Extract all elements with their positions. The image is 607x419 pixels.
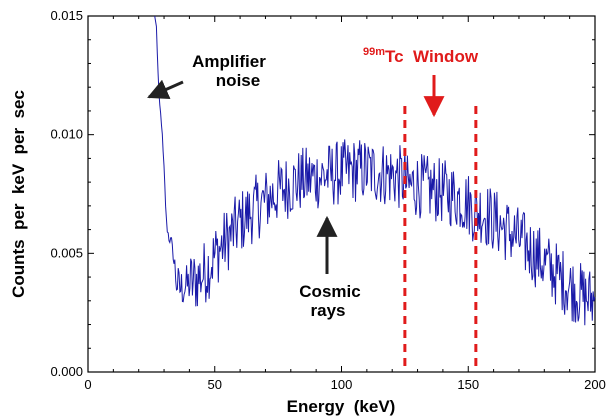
x-axis-title: Energy (keV) — [287, 397, 396, 416]
tc-window-lines — [403, 106, 478, 372]
amplifier-noise-label-line2: noise — [216, 71, 260, 90]
y-axis-ticks: 0.000 0.005 0.010 0.015 — [50, 8, 595, 379]
y-axis-title: Counts per keV per sec — [9, 90, 28, 298]
tc-window-label: 99mTc Window — [363, 46, 479, 66]
cosmic-rays-label-line2: rays — [311, 301, 346, 320]
tc-window-label-superscript: 99m — [363, 46, 385, 58]
x-axis-ticks: 0 50 100 150 200 — [84, 16, 606, 392]
x-tick-label: 50 — [208, 377, 222, 392]
amplifier-noise-arrow — [147, 79, 184, 99]
x-tick-label: 0 — [84, 377, 91, 392]
x-tick-label: 100 — [331, 377, 353, 392]
x-tick-label: 150 — [457, 377, 479, 392]
amplifier-noise-label-line1: Amplifier — [192, 52, 266, 71]
y-tick-label: 0.010 — [50, 127, 83, 142]
spectrum-series-line — [154, 15, 596, 326]
cosmic-rays-label-line1: Cosmic — [299, 282, 360, 301]
y-tick-label: 0.005 — [50, 245, 83, 260]
y-tick-label: 0.015 — [50, 8, 83, 23]
y-tick-label: 0.000 — [50, 364, 83, 379]
tc-window-label-text: Tc Window — [385, 47, 479, 66]
x-tick-label: 200 — [584, 377, 606, 392]
